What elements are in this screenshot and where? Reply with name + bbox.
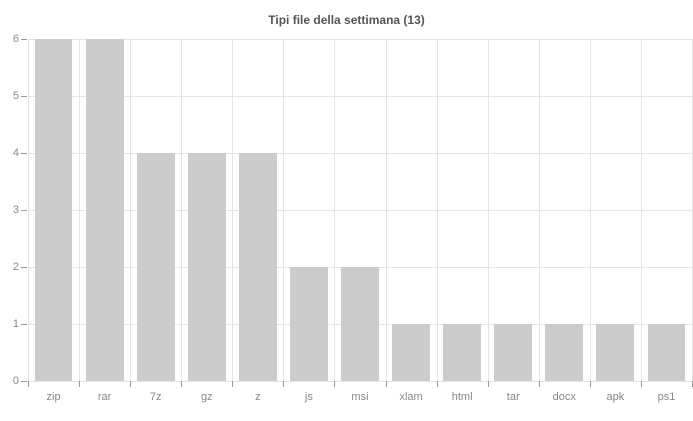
- x-axis-label: gz: [200, 391, 213, 403]
- y-gridline: [28, 381, 692, 382]
- y-axis-tick: [21, 210, 27, 211]
- bar: [647, 324, 686, 381]
- y-axis-label: 6: [12, 33, 19, 45]
- y-gridline: [28, 153, 692, 154]
- x-axis-tick: [487, 381, 489, 387]
- x-gridline: [232, 39, 234, 381]
- x-gridline: [283, 39, 285, 381]
- bar: [85, 39, 124, 381]
- y-axis-label: 5: [12, 90, 19, 102]
- x-axis-tick: [640, 381, 642, 387]
- y-axis-label: 0: [12, 375, 19, 387]
- x-gridline: [640, 39, 642, 381]
- x-axis-label: rar: [97, 391, 112, 403]
- plot-area: [28, 39, 693, 382]
- x-axis-label: ps1: [657, 391, 676, 403]
- bar: [136, 153, 175, 381]
- x-gridline: [130, 39, 132, 381]
- x-axis-tick: [181, 381, 183, 387]
- x-axis-tick: [79, 381, 81, 387]
- y-axis-tick: [21, 381, 27, 382]
- x-axis-label: docx: [552, 391, 576, 403]
- y-gridline: [28, 96, 692, 97]
- x-gridline: [334, 39, 336, 381]
- x-axis-tick: [232, 381, 234, 387]
- x-axis-label: zip: [46, 391, 61, 403]
- x-axis-tick: [385, 381, 387, 387]
- bar: [545, 324, 584, 381]
- x-axis-label: 7z: [149, 391, 162, 403]
- bar: [443, 324, 482, 381]
- x-axis-tick: [130, 381, 132, 387]
- y-axis-tick: [21, 96, 27, 97]
- bar: [290, 267, 328, 381]
- x-gridline: [385, 39, 387, 381]
- y-axis-tick: [21, 153, 27, 154]
- x-gridline: [538, 39, 540, 381]
- x-axis-label: xlam: [399, 391, 423, 403]
- bar: [392, 324, 430, 381]
- y-axis-tick: [21, 267, 27, 268]
- bar: [34, 39, 73, 381]
- x-axis-tick: [28, 381, 29, 387]
- y-gridline: [28, 210, 692, 211]
- x-axis-label: js: [304, 391, 313, 403]
- x-gridline: [487, 39, 489, 381]
- bar: [596, 324, 635, 381]
- x-axis-label: html: [451, 391, 473, 403]
- x-axis-label: msi: [351, 391, 369, 403]
- y-axis-label: 1: [12, 318, 19, 330]
- x-axis-label: z: [255, 391, 261, 403]
- y-gridline: [28, 39, 692, 40]
- y-axis-tick: [21, 39, 27, 40]
- y-axis-tick: [21, 324, 27, 325]
- x-gridline: [28, 39, 29, 381]
- chart-title: Tipi file della settimana (13): [268, 13, 425, 27]
- x-axis-tick: [589, 381, 591, 387]
- x-axis-tick: [436, 381, 438, 387]
- x-axis-tick: [538, 381, 540, 387]
- x-axis-label: apk: [606, 391, 625, 403]
- y-axis-label: 3: [12, 204, 19, 216]
- x-axis-tick: [334, 381, 336, 387]
- x-gridline: [589, 39, 591, 381]
- bar: [187, 153, 226, 381]
- y-axis-label: 4: [12, 147, 19, 159]
- x-gridline: [79, 39, 81, 381]
- x-gridline: [181, 39, 183, 381]
- bar: [494, 324, 533, 381]
- x-axis-label: tar: [506, 391, 520, 403]
- bar: [341, 267, 379, 381]
- x-axis-tick: [283, 381, 285, 387]
- y-axis-label: 2: [12, 261, 19, 273]
- bar: [238, 153, 277, 381]
- x-gridline: [436, 39, 438, 381]
